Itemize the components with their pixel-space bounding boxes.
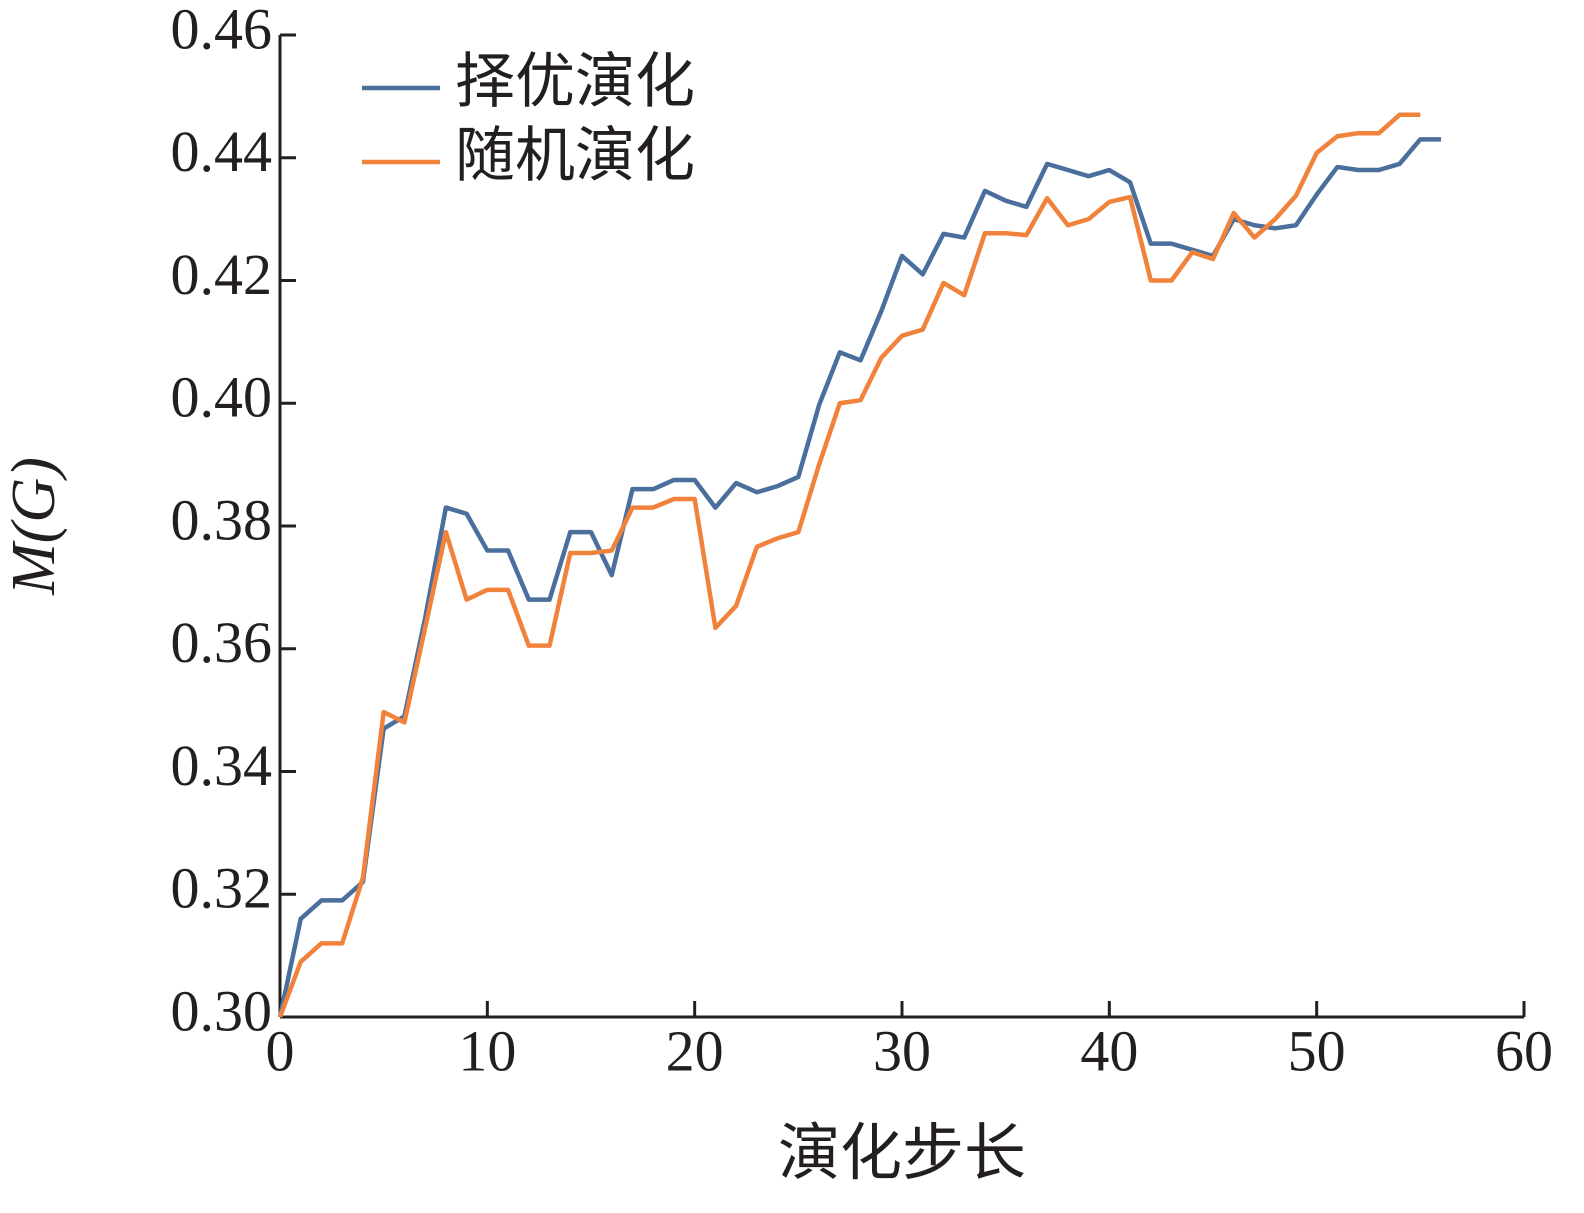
x-tick-label: 20 — [666, 1018, 724, 1083]
legend-label: 随机演化 — [455, 123, 695, 189]
y-axis-label: M(G) — [0, 457, 68, 596]
y-tick-label: 0.30 — [171, 978, 273, 1043]
x-tick-label: 60 — [1495, 1018, 1553, 1083]
y-tick-label: 0.38 — [171, 487, 273, 552]
y-tick-label: 0.42 — [171, 242, 273, 307]
x-tick-label: 10 — [458, 1018, 516, 1083]
series-line — [277, 137, 1442, 1018]
x-axis-label: 演化步长 — [778, 1120, 1026, 1188]
y-tick-label: 0.32 — [171, 856, 273, 921]
series-line — [277, 112, 1421, 1018]
y-tick-label: 0.40 — [171, 365, 273, 430]
y-tick-label: 0.46 — [171, 0, 273, 61]
x-tick-label: 50 — [1288, 1018, 1346, 1083]
x-tick-label: 30 — [873, 1018, 931, 1083]
x-tick-label: 40 — [1080, 1018, 1138, 1083]
legend-label: 择优演化 — [455, 49, 695, 115]
y-tick-label: 0.34 — [171, 733, 273, 798]
x-tick-label: 0 — [266, 1018, 295, 1083]
y-tick-label: 0.44 — [171, 119, 273, 184]
y-tick-label: 0.36 — [171, 610, 273, 675]
